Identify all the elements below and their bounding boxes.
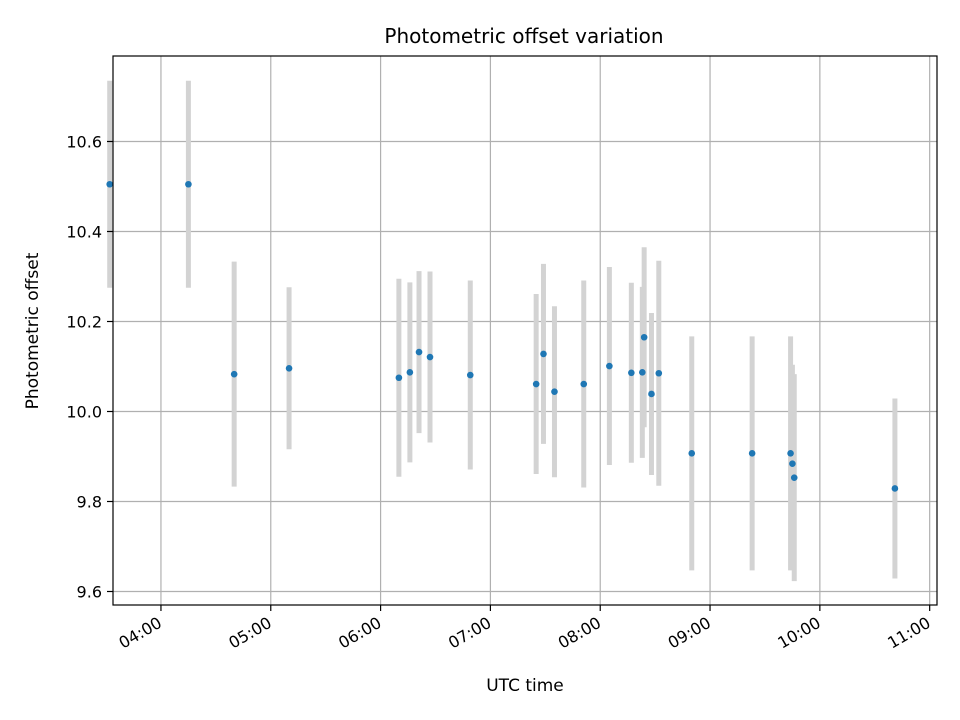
data-point bbox=[639, 369, 646, 376]
data-point bbox=[648, 390, 655, 398]
chart-title: Photometric offset variation bbox=[384, 24, 663, 48]
data-point bbox=[415, 348, 423, 356]
data-point bbox=[532, 380, 540, 388]
y-tick-label: 9.6 bbox=[77, 583, 102, 602]
data-point bbox=[688, 450, 696, 457]
data-point bbox=[230, 370, 238, 378]
data-point bbox=[426, 353, 434, 361]
y-axis-title: Photometric offset bbox=[23, 252, 43, 409]
data-point bbox=[748, 450, 756, 457]
y-tick-label: 10.6 bbox=[66, 133, 102, 152]
y-tick-label: 10.2 bbox=[66, 313, 102, 332]
y-tick-label: 10.4 bbox=[66, 223, 102, 242]
data-point bbox=[891, 485, 899, 492]
data-point bbox=[789, 460, 796, 468]
data-point bbox=[395, 374, 403, 382]
data-point bbox=[580, 380, 588, 388]
point-layer bbox=[106, 180, 899, 492]
grid-layer bbox=[113, 56, 937, 605]
data-point bbox=[540, 350, 547, 358]
data-point bbox=[106, 180, 114, 188]
data-point bbox=[466, 371, 474, 379]
data-point bbox=[655, 369, 663, 377]
data-point bbox=[185, 180, 192, 188]
data-point bbox=[628, 369, 635, 377]
x-axis-title: UTC time bbox=[486, 676, 564, 696]
data-point bbox=[406, 369, 414, 376]
plot-frame bbox=[112, 55, 938, 606]
data-point bbox=[787, 450, 794, 457]
y-tick-label: 10.0 bbox=[66, 403, 102, 422]
data-point bbox=[790, 474, 798, 481]
data-point bbox=[285, 365, 293, 372]
y-axis-ticks: 9.6 9.8 10.0 10.2 10.4 10.6 bbox=[66, 133, 113, 602]
data-point bbox=[606, 362, 613, 370]
data-point bbox=[640, 333, 648, 341]
y-tick-label: 9.8 bbox=[77, 493, 102, 512]
data-point bbox=[551, 388, 558, 396]
